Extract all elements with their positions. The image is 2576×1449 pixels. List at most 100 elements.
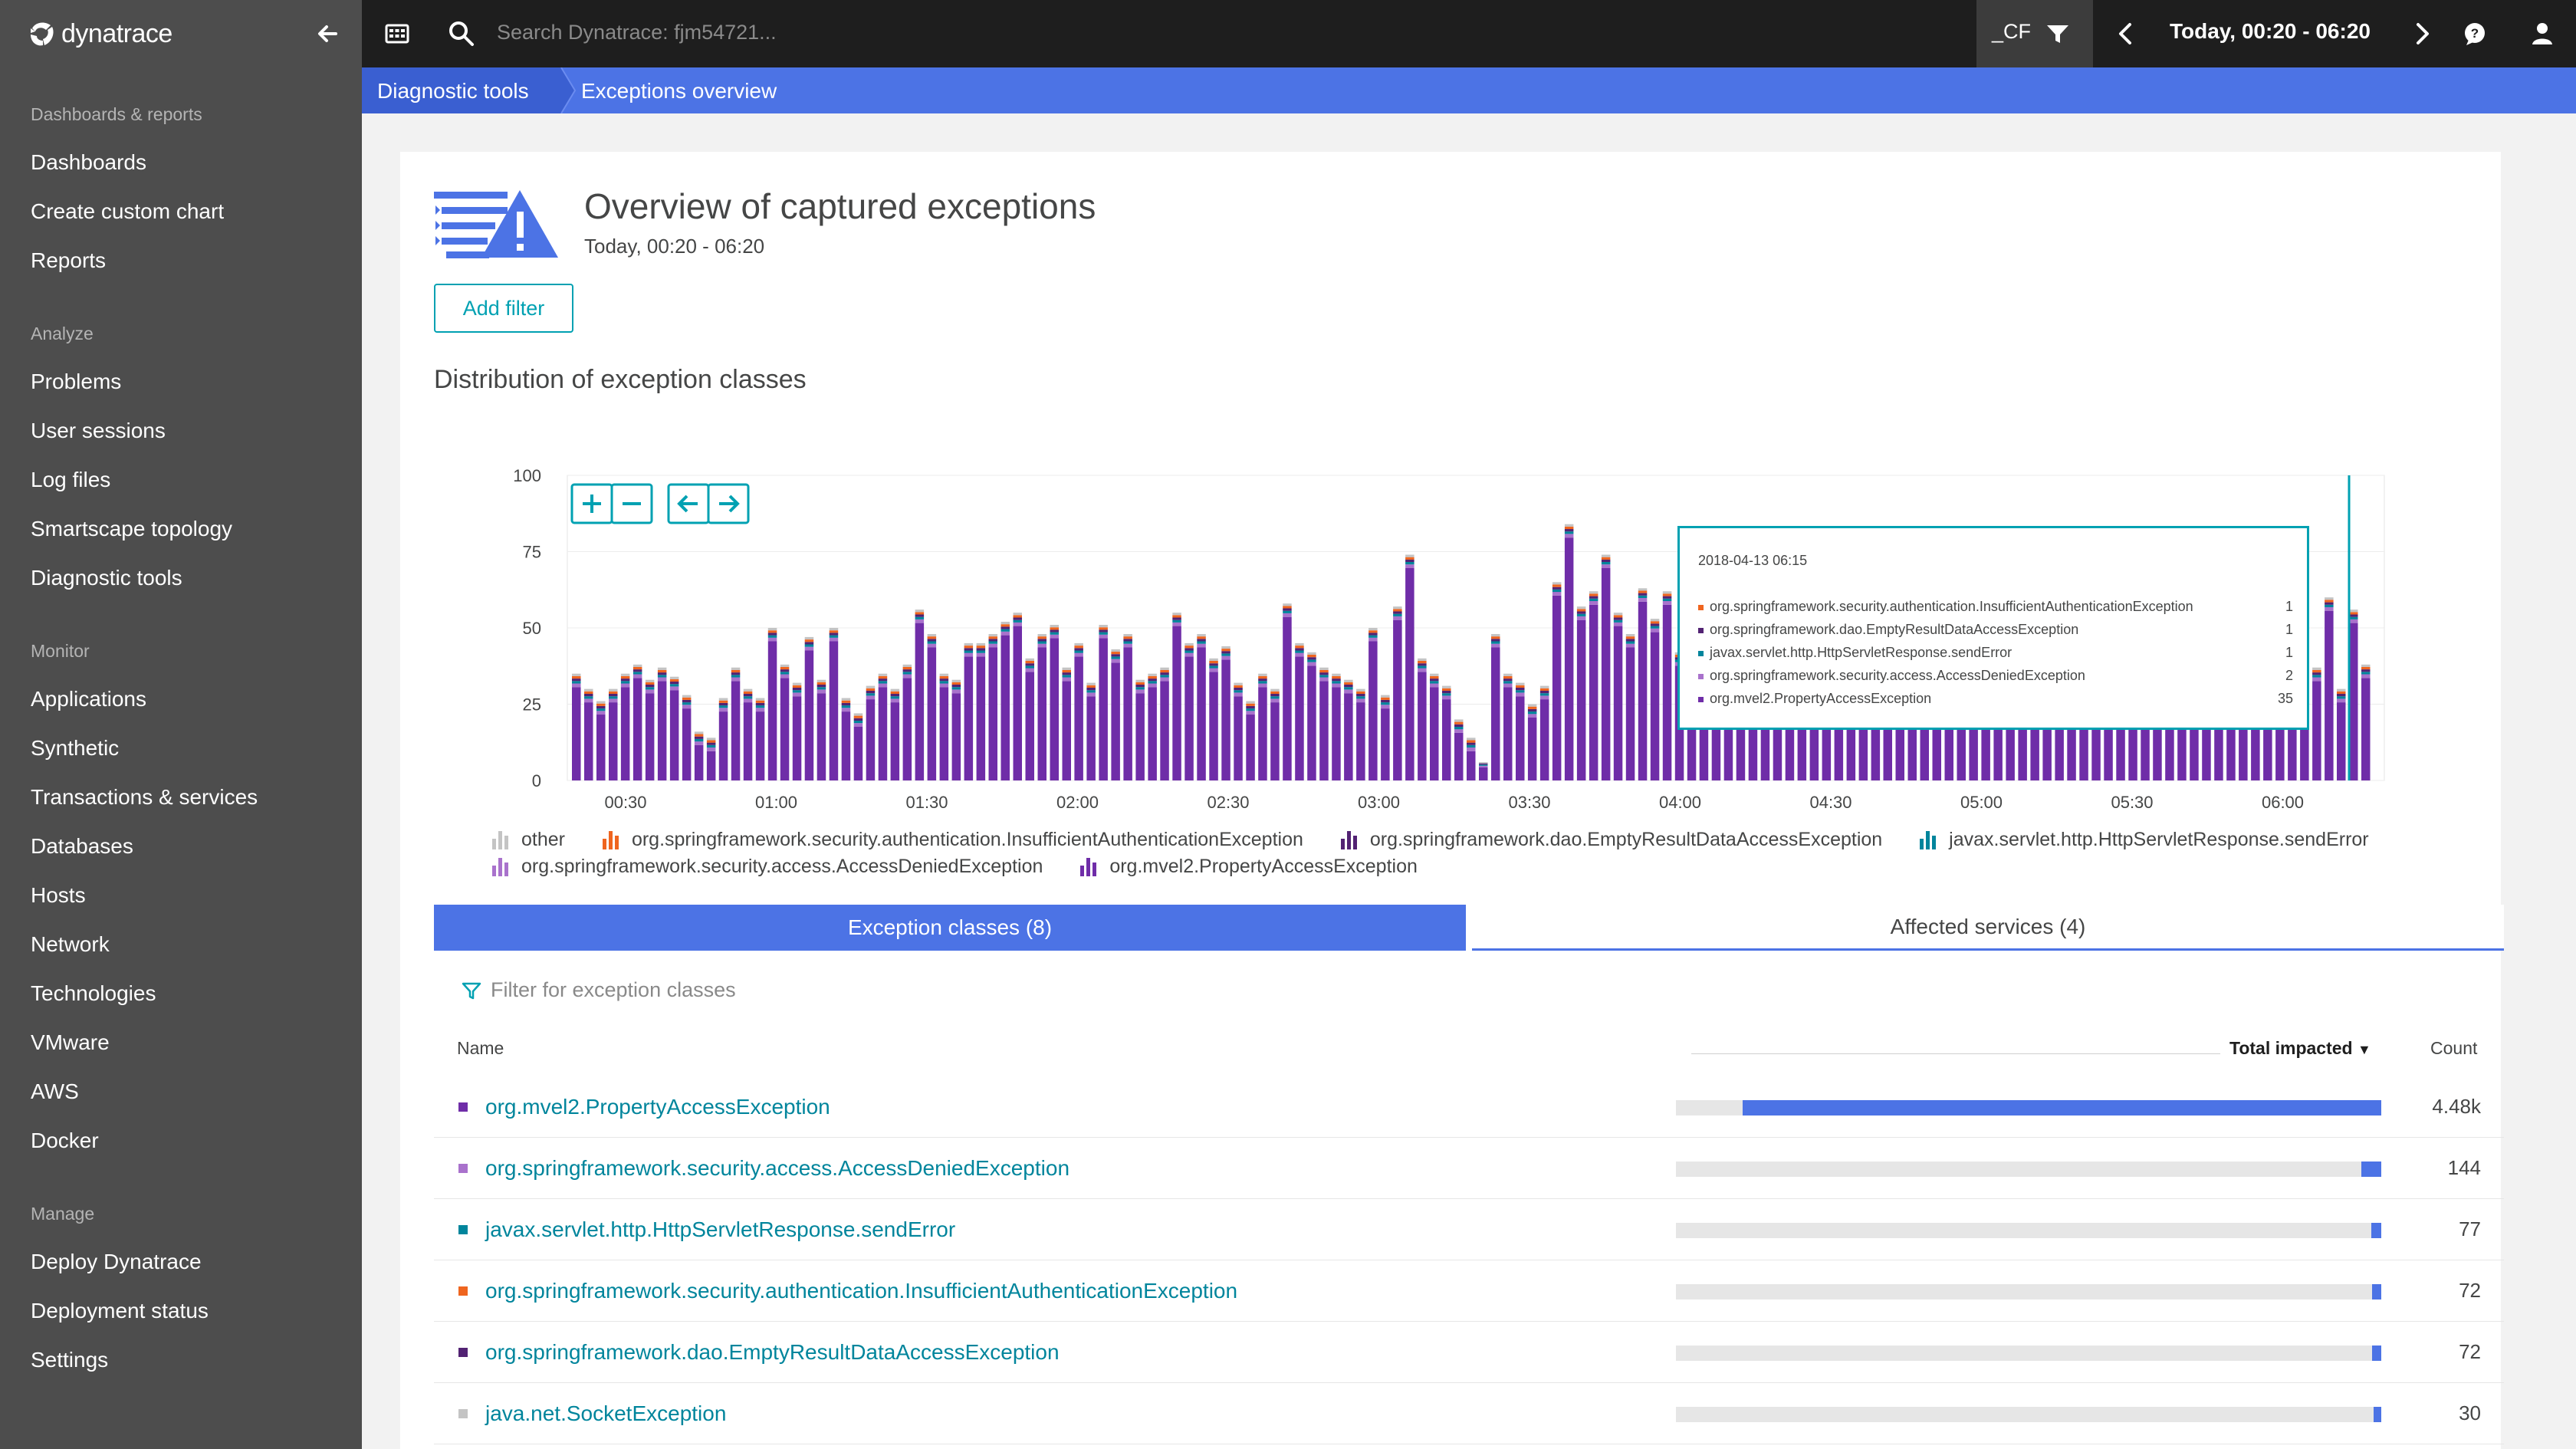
chart-bar-segment[interactable] <box>1552 589 1562 593</box>
chart-bar-segment[interactable] <box>572 675 581 679</box>
chart-bar-segment[interactable] <box>1001 624 1010 627</box>
chart-bar-segment[interactable] <box>1736 693 1746 780</box>
chart-bar-segment[interactable] <box>988 636 998 639</box>
chart-bar-segment[interactable] <box>1393 619 1402 780</box>
chart-bar-segment[interactable] <box>1307 657 1316 660</box>
chart-bar-segment[interactable] <box>804 642 814 645</box>
chart-bar-segment[interactable] <box>1135 685 1145 688</box>
chart-bar-segment[interactable] <box>1356 702 1365 780</box>
chart-bar-segment[interactable] <box>2104 696 2113 780</box>
chart-bar-segment[interactable] <box>1589 593 1598 596</box>
legend-item-access-denied[interactable]: org.springframework.security.access.Acce… <box>491 855 1043 878</box>
chart-bar-segment[interactable] <box>1209 672 1218 780</box>
chart-bar-segment[interactable] <box>1405 568 1414 780</box>
nav-item-applications[interactable]: Applications <box>31 687 146 711</box>
chart-bar-segment[interactable] <box>1135 687 1145 690</box>
chart-bar-segment[interactable] <box>1332 675 1341 679</box>
chart-bar-segment[interactable] <box>2275 693 2285 780</box>
chart-bar-segment[interactable] <box>1601 562 1611 565</box>
table-row[interactable]: org.springframework.security.authenticat… <box>434 1260 2504 1322</box>
chart-bar-segment[interactable] <box>1858 708 1868 780</box>
management-zone-filter[interactable] <box>1976 0 2093 67</box>
chart-bar-segment[interactable] <box>866 695 876 700</box>
chart-bar-segment[interactable] <box>1442 685 1451 688</box>
chart-bar-segment[interactable] <box>1086 696 1096 780</box>
chart-bar-segment[interactable] <box>1454 721 1464 724</box>
chart-bar-segment[interactable] <box>682 697 692 700</box>
chart-bar-segment[interactable] <box>669 686 679 691</box>
chart-bar-segment[interactable] <box>1601 568 1611 780</box>
chart-bar-segment[interactable] <box>1564 526 1574 530</box>
chart-bar-segment[interactable] <box>1405 559 1414 562</box>
chart-bar-segment[interactable] <box>1381 705 1390 709</box>
chart-bar-segment[interactable] <box>1246 711 1255 715</box>
chart-bar-segment[interactable] <box>1564 524 1574 527</box>
chart-bar-segment[interactable] <box>1135 689 1145 694</box>
chart-bar-segment[interactable] <box>1430 687 1439 780</box>
chart-bar-segment[interactable] <box>1160 669 1169 673</box>
chart-bar-segment[interactable] <box>1393 606 1402 610</box>
chart-bar-segment[interactable] <box>572 683 581 688</box>
nav-item-dashboards[interactable]: Dashboards <box>31 150 146 174</box>
chart-bar-segment[interactable] <box>1013 622 1023 626</box>
chart-bar-segment[interactable] <box>1283 608 1292 611</box>
chart-bar-segment[interactable] <box>1209 665 1218 669</box>
chart-bar-segment[interactable] <box>780 666 790 670</box>
chart-bar-segment[interactable] <box>792 685 802 688</box>
chart-bar-segment[interactable] <box>1037 639 1047 642</box>
chart-bar-segment[interactable] <box>1123 643 1132 648</box>
chart-bar-segment[interactable] <box>1516 685 1525 688</box>
chart-bar-segment[interactable] <box>1013 615 1023 618</box>
chart-bar-segment[interactable] <box>1625 636 1635 639</box>
chart-bar-segment[interactable] <box>767 635 777 638</box>
chart-bar-segment[interactable] <box>2337 688 2346 692</box>
chart-bar-segment[interactable] <box>1025 668 1035 672</box>
chart-bar-segment[interactable] <box>620 673 630 676</box>
pan-right-button[interactable] <box>707 483 750 524</box>
chart-bar-segment[interactable] <box>1184 642 1194 646</box>
chart-bar-segment[interactable] <box>1123 636 1132 639</box>
chart-bar-segment[interactable] <box>706 748 716 751</box>
column-header-name[interactable]: Name <box>457 1038 504 1058</box>
chart-bar-segment[interactable] <box>1295 650 1304 653</box>
chart-bar-segment[interactable] <box>669 682 679 685</box>
chart-bar-segment[interactable] <box>1221 651 1230 654</box>
chart-bar-segment[interactable] <box>1086 690 1096 693</box>
chart-bar-segment[interactable] <box>866 699 876 780</box>
exception-class-link[interactable]: java.net.SocketException <box>485 1401 727 1425</box>
chart-bar-segment[interactable] <box>1025 658 1035 661</box>
chart-bar-segment[interactable] <box>1467 742 1476 745</box>
chart-bar-segment[interactable] <box>609 691 618 694</box>
chart-bar-segment[interactable] <box>1454 724 1464 727</box>
chart-bar-segment[interactable] <box>902 664 912 667</box>
chart-bar-segment[interactable] <box>816 693 826 780</box>
chart-bar-segment[interactable] <box>1576 616 1586 620</box>
chart-bar-segment[interactable] <box>939 678 949 682</box>
chart-bar-segment[interactable] <box>1050 629 1060 632</box>
timeframe-next-icon[interactable] <box>2406 18 2436 49</box>
chart-bar-segment[interactable] <box>632 674 642 678</box>
chart-bar-segment[interactable] <box>2312 681 2321 780</box>
chart-bar-segment[interactable] <box>976 642 986 646</box>
chart-bar-segment[interactable] <box>1062 669 1072 673</box>
chart-bar-segment[interactable] <box>792 692 802 697</box>
chart-bar-segment[interactable] <box>1270 694 1280 697</box>
chart-bar-segment[interactable] <box>1539 699 1549 780</box>
nav-item-smartscape-topology[interactable]: Smartscape topology <box>31 517 233 540</box>
chart-bar-segment[interactable] <box>853 713 863 716</box>
chart-bar-segment[interactable] <box>1050 634 1060 639</box>
chart-bar-segment[interactable] <box>1564 531 1574 534</box>
chart-bar-segment[interactable] <box>1197 639 1206 642</box>
chart-bar-segment[interactable] <box>718 711 728 780</box>
chart-bar-segment[interactable] <box>2349 623 2358 780</box>
chart-bar-segment[interactable] <box>1625 634 1635 637</box>
chart-bar-segment[interactable] <box>1013 617 1023 620</box>
chart-bar-segment[interactable] <box>2312 677 2321 682</box>
chart-bar-segment[interactable] <box>1148 687 1157 780</box>
chart-bar-segment[interactable] <box>1539 693 1549 696</box>
chart-bar-segment[interactable] <box>1662 598 1672 601</box>
chart-bar-segment[interactable] <box>2325 602 2334 605</box>
chart-bar-segment[interactable] <box>902 666 912 670</box>
chart-bar-segment[interactable] <box>1356 696 1365 699</box>
chart-bar-segment[interactable] <box>976 650 986 653</box>
